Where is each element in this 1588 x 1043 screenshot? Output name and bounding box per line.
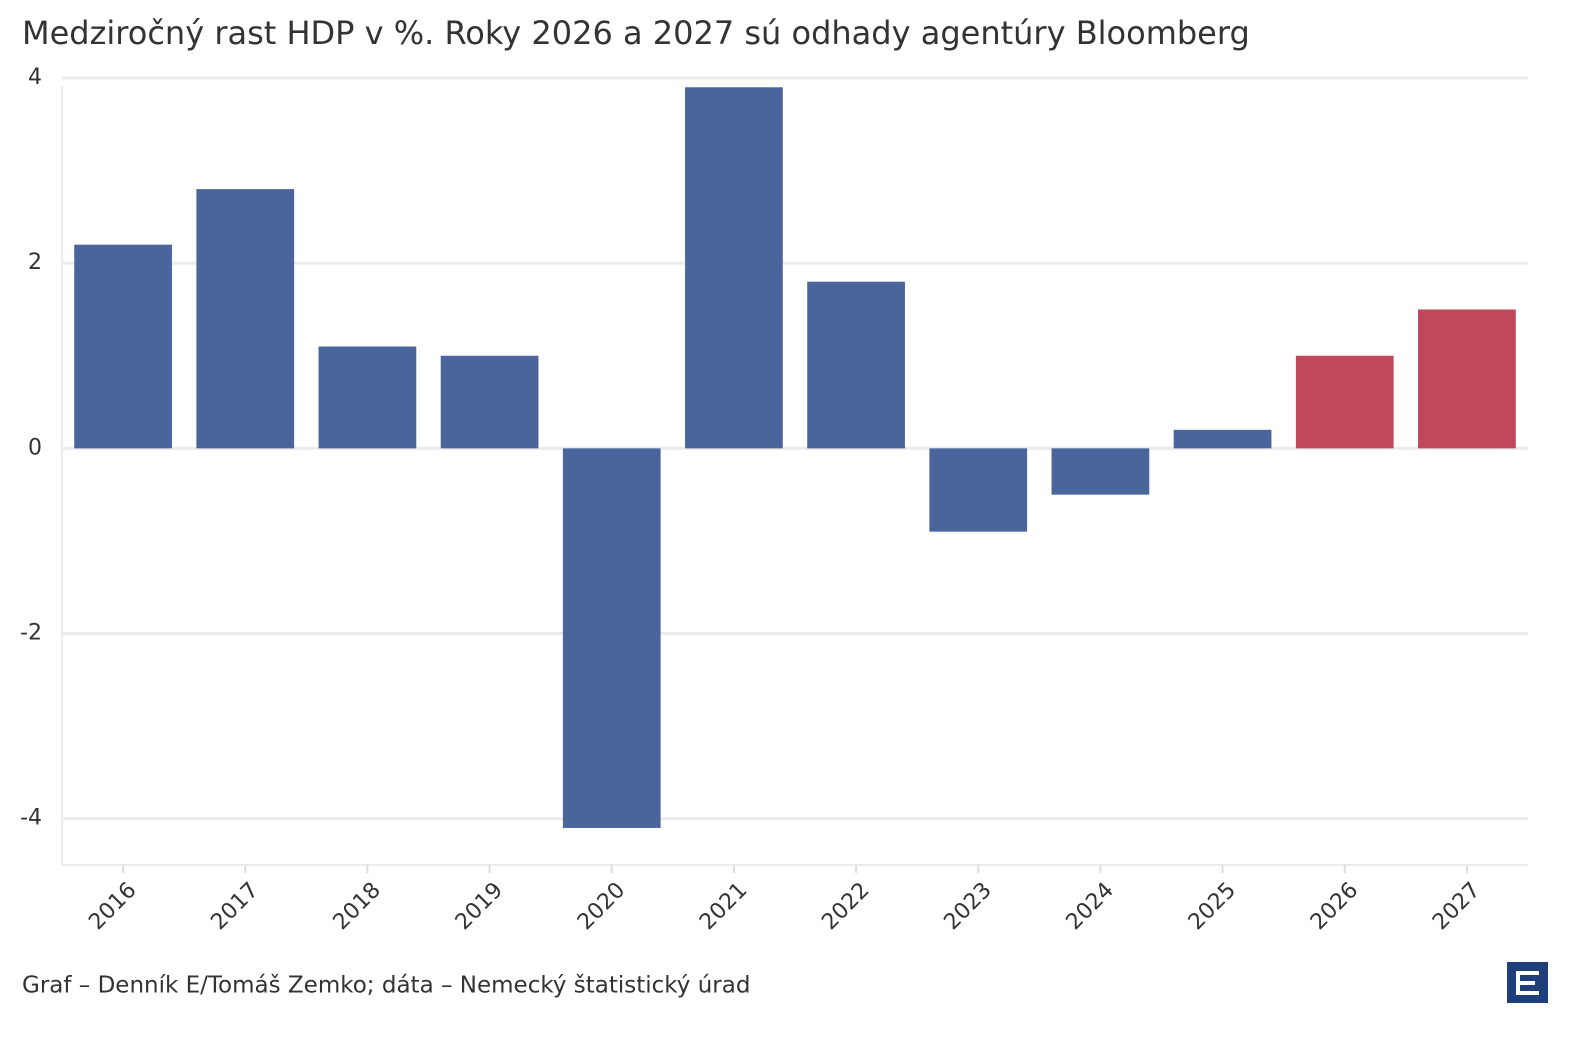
y-tick-label: -2 bbox=[20, 621, 42, 646]
y-tick-label: 4 bbox=[28, 65, 42, 90]
bar bbox=[1418, 309, 1516, 449]
bar bbox=[807, 281, 905, 449]
chart-title: Medziročný rast HDP v %. Roky 2026 a 202… bbox=[22, 14, 1250, 52]
bar bbox=[929, 448, 1028, 532]
y-tick-label: 0 bbox=[28, 435, 42, 460]
y-tick-label: -4 bbox=[20, 806, 42, 831]
bar bbox=[74, 244, 172, 449]
logo-letter bbox=[1516, 971, 1539, 995]
bar bbox=[1051, 448, 1150, 495]
bar bbox=[1295, 355, 1394, 449]
bar bbox=[685, 87, 783, 449]
bar bbox=[1173, 429, 1272, 449]
bar bbox=[318, 346, 417, 449]
y-tick-label: 2 bbox=[28, 250, 42, 275]
bar bbox=[562, 448, 661, 828]
logo bbox=[1507, 962, 1548, 1003]
bar bbox=[196, 189, 295, 449]
bar bbox=[440, 355, 539, 449]
source-note: Graf – Denník E/Tomáš Zemko; dáta – Neme… bbox=[22, 973, 750, 999]
